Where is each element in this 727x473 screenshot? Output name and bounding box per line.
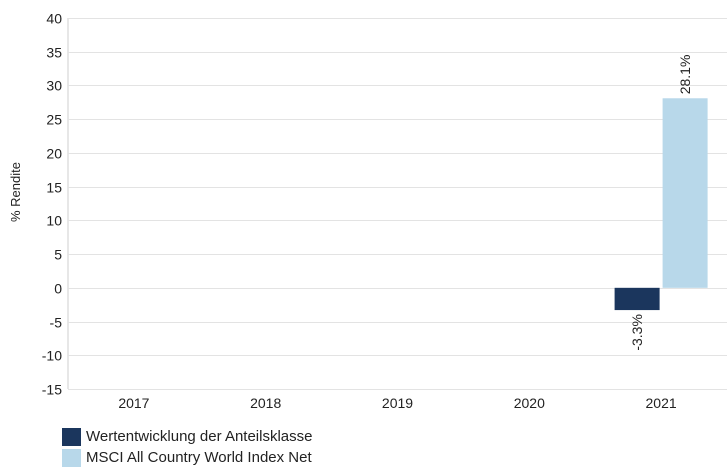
y-tick-label: 35 bbox=[46, 45, 62, 61]
y-tick-label: 10 bbox=[46, 213, 62, 229]
data-labels: -3.3% 28.1% bbox=[629, 55, 693, 351]
y-tick-label: 20 bbox=[46, 146, 62, 162]
bar bbox=[662, 98, 708, 288]
y-tick-label: 0 bbox=[54, 281, 62, 297]
legend-swatch-fund bbox=[62, 427, 81, 446]
x-tick-label: 2018 bbox=[250, 395, 281, 411]
x-tick-label: 2020 bbox=[514, 395, 545, 411]
y-tick-label: -10 bbox=[42, 348, 62, 364]
y-tick-label: 15 bbox=[46, 180, 62, 196]
x-tick-label: 2021 bbox=[646, 395, 677, 411]
y-axis-ticks: 40 35 30 25 20 15 10 5 0 -5 -10 -15 bbox=[42, 11, 62, 398]
y-axis-label: % Rendite bbox=[8, 162, 23, 222]
bar bbox=[614, 287, 660, 311]
legend-item-fund: Wertentwicklung der Anteilsklasse bbox=[62, 426, 313, 447]
y-tick-label: 5 bbox=[54, 247, 62, 263]
legend-item-index: MSCI All Country World Index Net bbox=[62, 447, 313, 468]
legend-swatch-index bbox=[62, 448, 81, 467]
legend: Wertentwicklung der Anteilsklasse MSCI A… bbox=[62, 426, 313, 468]
x-tick-label: 2019 bbox=[382, 395, 413, 411]
legend-label-fund: Wertentwicklung der Anteilsklasse bbox=[86, 428, 313, 445]
y-tick-label: 40 bbox=[46, 11, 62, 27]
x-tick-label: 2017 bbox=[118, 395, 149, 411]
y-tick-label: -15 bbox=[42, 382, 62, 398]
y-tick-label: -5 bbox=[50, 315, 63, 331]
bars bbox=[614, 98, 708, 311]
data-label: 28.1% bbox=[677, 55, 693, 95]
data-label: -3.3% bbox=[629, 314, 645, 351]
y-tick-label: 25 bbox=[46, 112, 62, 128]
legend-label-index: MSCI All Country World Index Net bbox=[86, 449, 312, 466]
x-axis-ticks: 2017 2018 2019 2020 2021 bbox=[118, 395, 677, 411]
y-tick-label: 30 bbox=[46, 78, 62, 94]
